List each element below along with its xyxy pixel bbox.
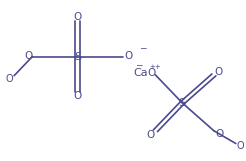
Text: O: O xyxy=(6,74,14,84)
Text: O: O xyxy=(216,129,224,139)
Text: O: O xyxy=(215,67,223,77)
Text: O: O xyxy=(73,12,82,22)
Text: Ca: Ca xyxy=(134,68,148,78)
Text: O: O xyxy=(146,130,155,140)
Text: −: − xyxy=(139,43,147,52)
Text: S: S xyxy=(74,52,81,62)
Text: O: O xyxy=(237,141,245,151)
Text: O: O xyxy=(124,51,133,61)
Text: O: O xyxy=(25,51,33,61)
Text: S: S xyxy=(179,98,186,108)
Text: −: − xyxy=(135,60,143,69)
Text: O: O xyxy=(73,91,82,101)
Text: O: O xyxy=(148,67,156,77)
Text: ++: ++ xyxy=(149,64,161,70)
